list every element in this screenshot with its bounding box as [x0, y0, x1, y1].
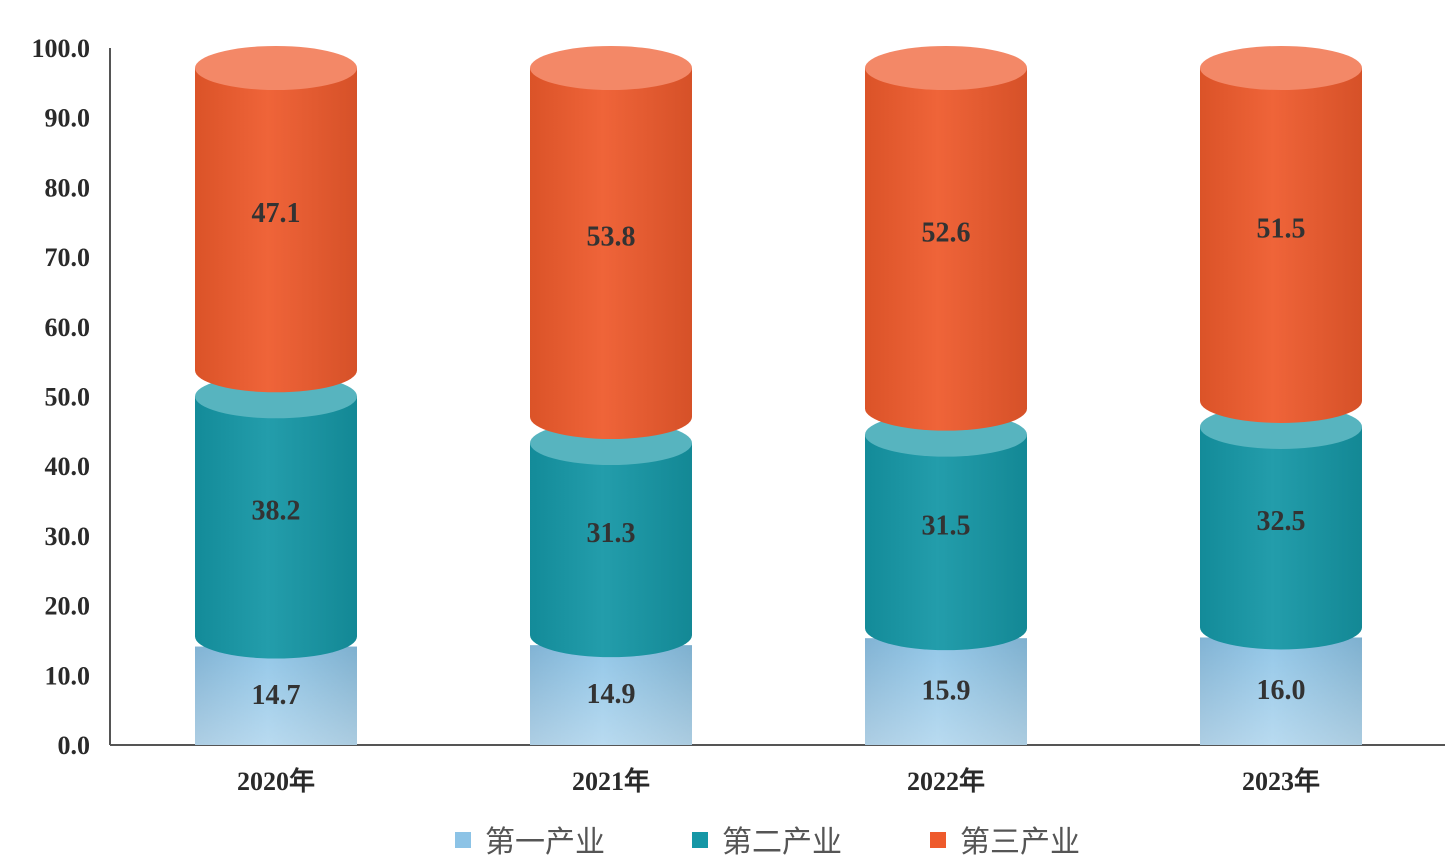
bar-body [1200, 426, 1362, 650]
legend-item: 第三产业 [930, 826, 1080, 859]
data-labels: 14.7 38.2 47.1 14.9 31.3 53.8 15.9 31.5 52.6 16.0… [252, 198, 1306, 711]
bar-segment [865, 638, 1027, 745]
bar-body [865, 434, 1027, 651]
bar-cap [195, 46, 357, 90]
bar-segment [530, 46, 692, 439]
x-tick-label: 2020年 [237, 766, 315, 796]
data-label: 31.5 [922, 510, 971, 541]
axes: 0.0 10.0 20.0 30.0 40.0 50.0 60.0 70.0 80.0 90.0 1… [32, 34, 1445, 796]
bar-segment [1200, 637, 1362, 745]
bar-cap [1200, 46, 1362, 90]
x-tick-label: 2021年 [572, 766, 650, 796]
bar-highlight [865, 638, 1027, 745]
data-label: 38.2 [252, 495, 301, 526]
bar-cap [865, 46, 1027, 90]
y-tick-label: 70.0 [45, 243, 91, 272]
x-tick-label: 2022年 [907, 766, 985, 796]
data-label: 32.5 [1257, 506, 1306, 537]
legend-swatch [455, 832, 471, 848]
legend-swatch [692, 832, 708, 848]
bar-highlight [1200, 637, 1362, 745]
y-tick-label: 40.0 [45, 452, 91, 481]
bar-body [195, 396, 357, 659]
bar-segment [195, 646, 357, 745]
data-label: 16.0 [1257, 675, 1306, 706]
data-label: 31.3 [587, 518, 636, 549]
bar-segment [865, 46, 1027, 431]
data-label: 14.7 [252, 680, 301, 711]
data-label: 15.9 [922, 676, 971, 707]
legend: 第一产业 第二产业 第三产业 [455, 826, 1080, 859]
y-tick-label: 0.0 [58, 731, 91, 760]
bar-body [195, 68, 357, 393]
y-tick-label: 10.0 [45, 661, 91, 690]
legend-swatch [930, 832, 946, 848]
legend-item: 第二产业 [692, 826, 842, 859]
data-label: 51.5 [1257, 213, 1306, 244]
legend-label: 第三产业 [960, 826, 1080, 859]
bar-body [1200, 68, 1362, 423]
y-tick-label: 90.0 [45, 104, 91, 133]
data-label: 53.8 [587, 221, 636, 252]
legend-label: 第一产业 [485, 826, 605, 859]
data-label: 14.9 [587, 679, 636, 710]
data-label: 47.1 [252, 198, 301, 229]
bar-segment [1200, 46, 1362, 423]
bar-highlight [195, 646, 357, 745]
legend-label: 第二产业 [722, 826, 842, 859]
legend-item: 第一产业 [455, 826, 605, 859]
bar-body [530, 68, 692, 439]
y-tick-label: 30.0 [45, 522, 91, 551]
bar-body [530, 442, 692, 658]
data-label: 52.6 [922, 217, 971, 248]
x-tick-label: 2023年 [1242, 766, 1320, 796]
bar-cap [530, 46, 692, 90]
y-tick-label: 50.0 [45, 383, 91, 412]
bar-segment [195, 46, 357, 393]
y-tick-label: 20.0 [45, 592, 91, 621]
bars [195, 46, 1362, 745]
y-tick-label: 80.0 [45, 173, 91, 202]
y-tick-label: 60.0 [45, 313, 91, 342]
bar-body [865, 68, 1027, 431]
y-tick-label: 100.0 [32, 34, 91, 63]
bar-highlight [530, 645, 692, 745]
bar-segment [530, 645, 692, 745]
